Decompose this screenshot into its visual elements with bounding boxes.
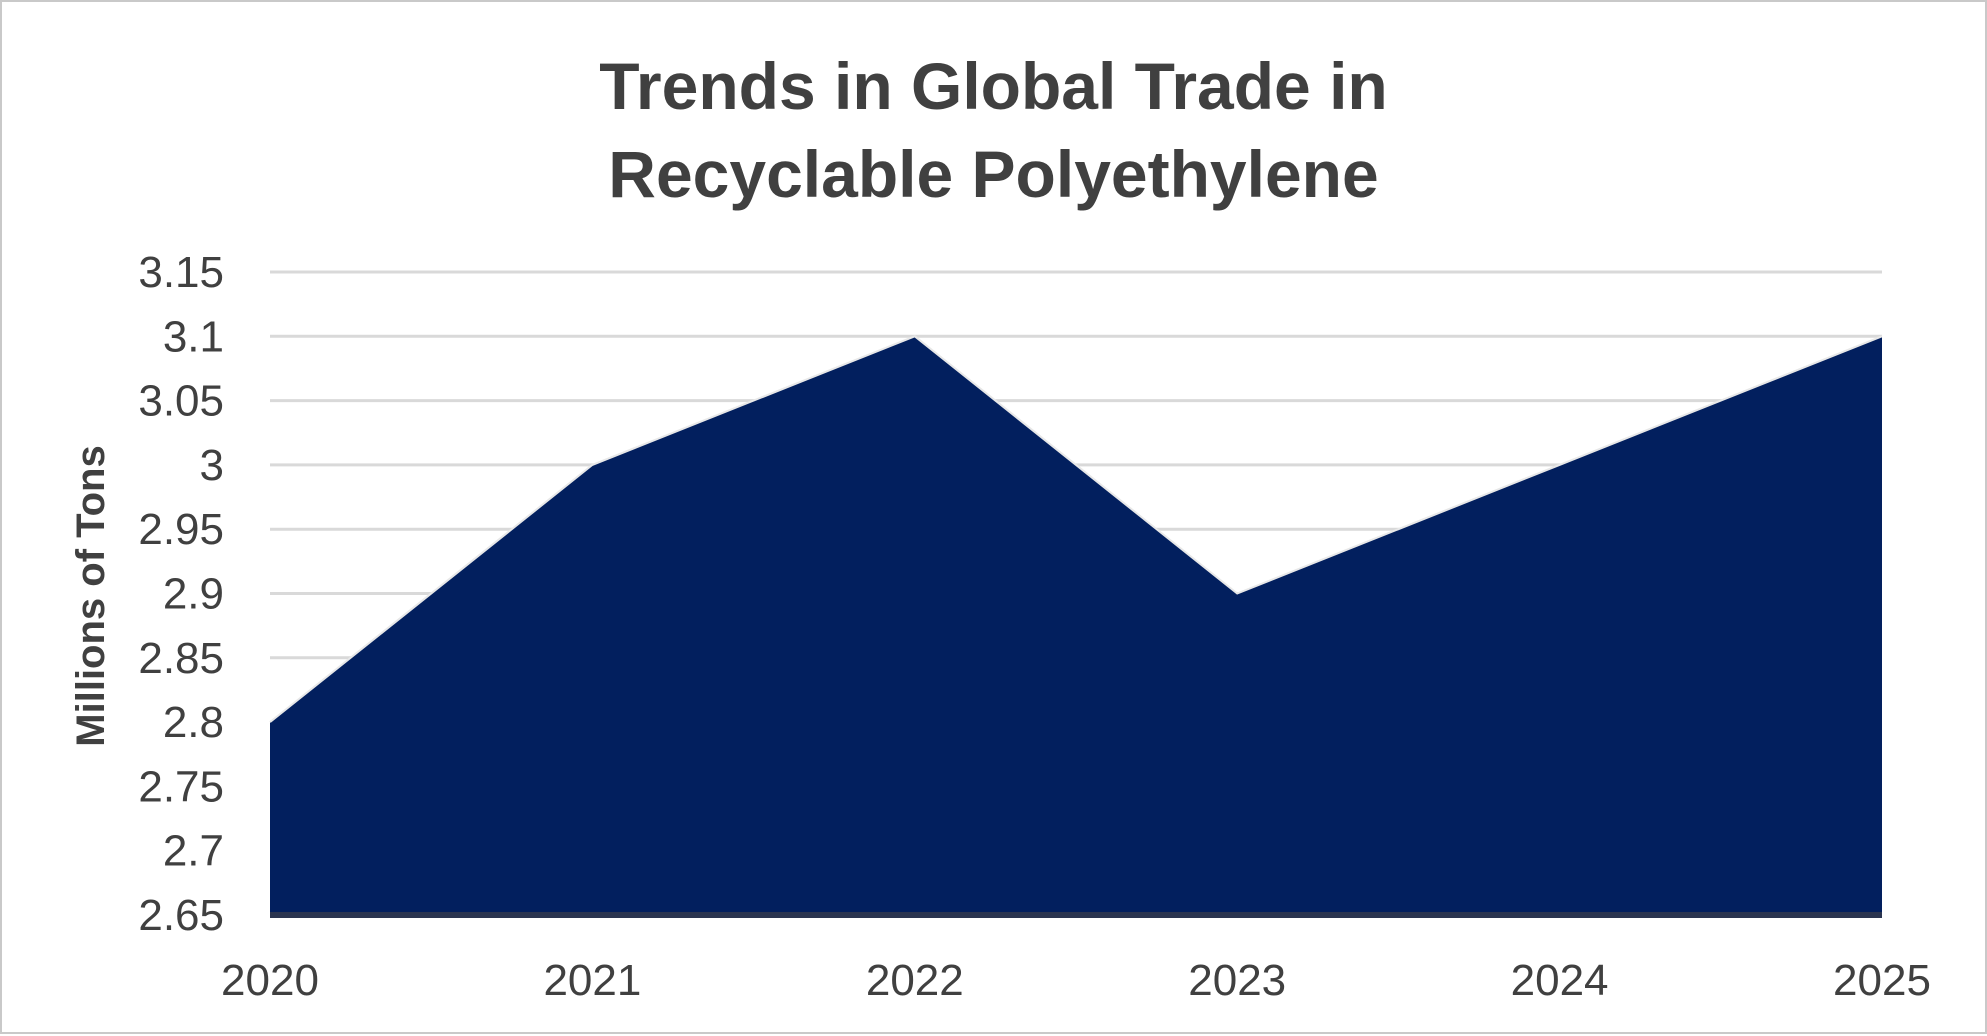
y-tick-label: 3 bbox=[200, 441, 224, 490]
area-series bbox=[269, 335, 1883, 918]
area-outline bbox=[269, 335, 1883, 723]
y-tick-label: 2.9 bbox=[163, 570, 224, 619]
y-axis-label: Millions of Tons bbox=[69, 445, 113, 746]
x-tick-label: 2020 bbox=[221, 956, 319, 1005]
x-tick-label: 2023 bbox=[1188, 956, 1286, 1005]
chart-title-line-2: Recyclable Polyethylene bbox=[608, 137, 1379, 211]
x-tick-label: 2025 bbox=[1833, 956, 1931, 1005]
chart-title-line-1: Trends in Global Trade in bbox=[599, 49, 1388, 123]
y-axis-ticks: 2.65 2.7 2.75 2.8 2.85 2.9 2.95 3 3.05 3.1 3.15 bbox=[138, 248, 224, 940]
y-tick-label: 2.85 bbox=[138, 634, 224, 683]
y-tick-label: 2.95 bbox=[138, 505, 224, 554]
area-fill bbox=[270, 336, 1882, 915]
x-tick-label: 2021 bbox=[543, 956, 641, 1005]
y-tick-label: 3.15 bbox=[138, 248, 224, 297]
y-tick-label: 3.05 bbox=[138, 377, 224, 426]
y-tick-label: 3.1 bbox=[163, 312, 224, 361]
y-tick-label: 2.65 bbox=[138, 891, 224, 940]
x-tick-label: 2022 bbox=[866, 956, 964, 1005]
y-tick-label: 2.75 bbox=[138, 762, 224, 811]
chart-title: Trends in Global Trade in Recyclable Pol… bbox=[2, 42, 1985, 218]
y-tick-label: 2.8 bbox=[163, 698, 224, 747]
y-tick-label: 2.7 bbox=[163, 827, 224, 876]
x-axis-ticks: 2020 2021 2022 2023 2024 2025 bbox=[221, 956, 1931, 1005]
x-tick-label: 2024 bbox=[1511, 956, 1609, 1005]
